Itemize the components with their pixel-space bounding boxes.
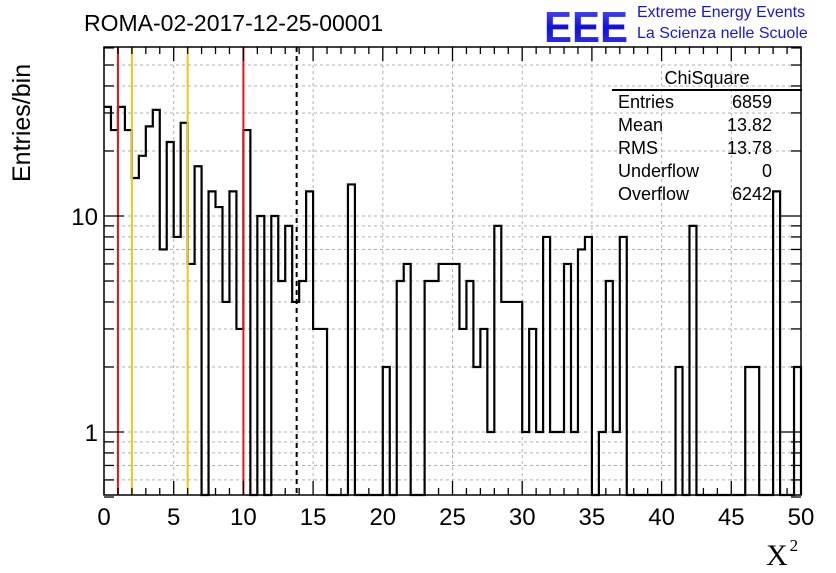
stats-value: 0 [761, 161, 772, 181]
eee-logo: EEE [544, 4, 628, 46]
stats-key: Overflow [618, 184, 690, 204]
y-axis-label: Entries/bin [8, 63, 36, 182]
stats-box: ChiSquare Entries 6859 Mean 13.82 RMS 13… [612, 67, 802, 206]
stats-key: Mean [618, 115, 664, 135]
x-tick-label: 15 [300, 504, 327, 531]
x-tick-label: 50 [788, 504, 815, 531]
stats-divider [612, 89, 802, 91]
y-tick-label: 1 [85, 420, 98, 447]
org-name-line1: Extreme Energy Events [637, 4, 806, 21]
stats-key: Underflow [618, 161, 700, 181]
org-name-line2: La Scienza nelle Scuole [637, 25, 808, 42]
stats-key: RMS [618, 138, 658, 158]
x-tick-label: 25 [439, 504, 466, 531]
stats-value: 6242 [731, 184, 772, 204]
y-tick-label: 10 [71, 204, 98, 231]
x-tick-label: 5 [167, 504, 180, 531]
x-tick-label: 0 [97, 504, 110, 531]
x-tick-label: 45 [718, 504, 745, 531]
x-tick-label: 20 [369, 504, 396, 531]
x-tick-label: 10 [230, 504, 257, 531]
x-axis-label-superscript: 2 [789, 536, 799, 555]
x-tick-label: 40 [648, 504, 675, 531]
stats-row-overflow: Overflow 6242 [612, 183, 802, 206]
stats-row-mean: Mean 13.82 [612, 114, 802, 137]
stats-key: Entries [618, 92, 675, 112]
stats-row-rms: RMS 13.78 [612, 137, 802, 160]
stats-value: 6859 [731, 92, 772, 112]
stats-row-underflow: Underflow 0 [612, 160, 802, 183]
x-tick-label: 30 [509, 504, 536, 531]
eee-logo-text: EEE [544, 4, 628, 46]
x-axis-label-text: X [766, 539, 788, 572]
stats-value: 13.78 [726, 138, 772, 158]
x-tick-label: 35 [579, 504, 606, 531]
stats-row-entries: Entries 6859 [612, 91, 802, 114]
stats-value: 13.82 [726, 115, 772, 135]
chart-title: ROMA-02-2017-12-25-00001 [84, 10, 384, 36]
stats-title: ChiSquare [664, 68, 750, 88]
